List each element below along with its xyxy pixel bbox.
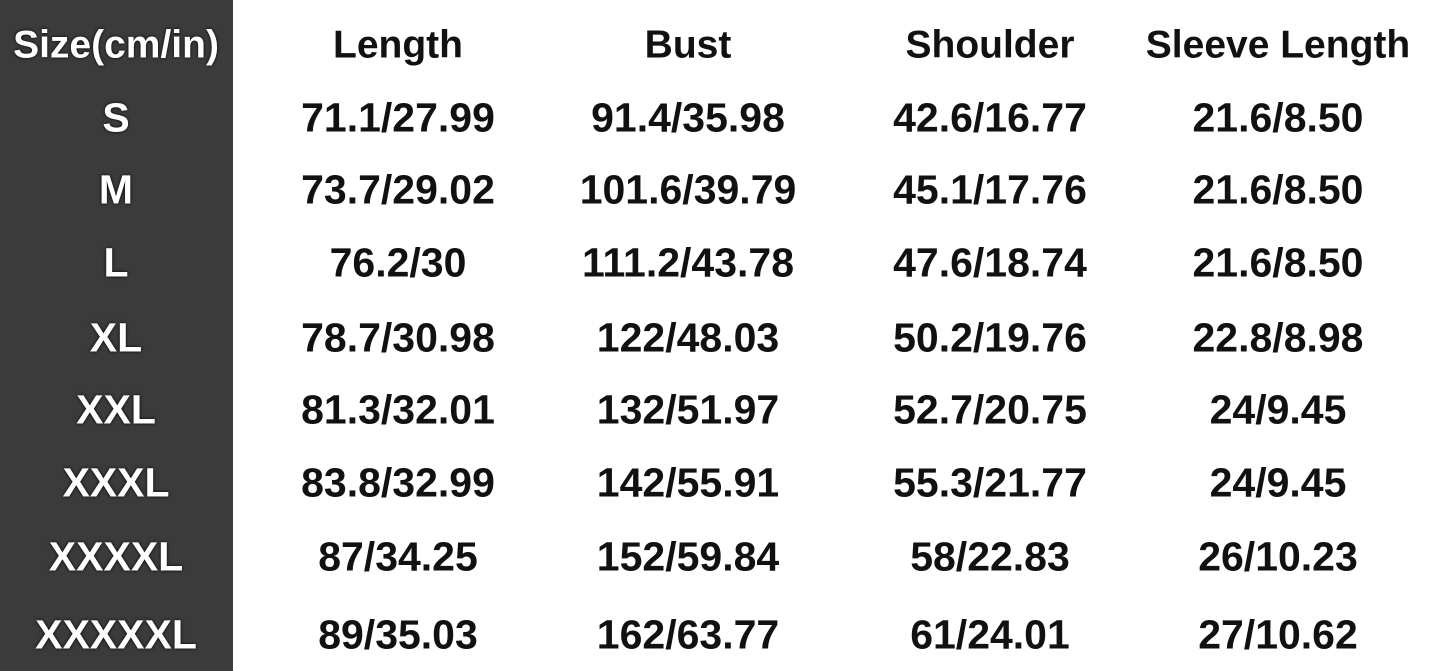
measurement-cell: 58/22.83 [910, 533, 1070, 580]
measurement-cell: 89/35.03 [318, 611, 478, 658]
measurement-cell: 122/48.03 [596, 314, 780, 361]
measurement-cell: 83.8/32.99 [301, 459, 495, 506]
measurement-cell: 91.4/35.98 [591, 94, 785, 141]
size-label: XXXXXL [35, 611, 197, 658]
measurement-cell: 76.2/30 [329, 239, 467, 286]
measurement-cell: 24/9.45 [1209, 386, 1347, 433]
measurement-cell: 87/34.25 [318, 533, 478, 580]
measurement-cell: 81.3/32.01 [301, 386, 495, 433]
measurement-cell: 21.6/8.50 [1192, 166, 1364, 213]
measurement-cell: 22.8/8.98 [1192, 314, 1364, 361]
measurement-cell: 26/10.23 [1198, 533, 1358, 580]
measurement-cell: 142/55.91 [596, 459, 780, 506]
header-cell: Sleeve Length [1145, 23, 1411, 67]
measurement-cell: 162/63.77 [596, 611, 780, 658]
measurement-cell: 45.1/17.76 [893, 166, 1087, 213]
measurement-cell: 111.2/43.78 [581, 239, 795, 286]
size-label: L [103, 239, 129, 286]
size-label: M [98, 166, 134, 213]
header-cell: Shoulder [905, 23, 1075, 67]
measurement-cell: 47.6/18.74 [893, 239, 1087, 286]
measurement-cell: 132/51.97 [596, 386, 780, 433]
measurement-cell: 21.6/8.50 [1192, 239, 1364, 286]
measurement-cell: 27/10.62 [1198, 611, 1358, 658]
size-label: XL [89, 314, 143, 361]
measurement-cell: 50.2/19.76 [893, 314, 1087, 361]
measurement-cell: 21.6/8.50 [1192, 94, 1364, 141]
measurement-cell: 24/9.45 [1209, 459, 1347, 506]
size-label: XXL [76, 386, 156, 433]
measurement-cell: 61/24.01 [910, 611, 1070, 658]
measurement-cell: 73.7/29.02 [301, 166, 495, 213]
size-label: S [102, 94, 130, 141]
size-label: XXXXL [48, 533, 184, 580]
measurement-cell: 42.6/16.77 [893, 94, 1087, 141]
measurement-cell: 152/59.84 [596, 533, 780, 580]
measurement-cell: 55.3/21.77 [893, 459, 1087, 506]
measurement-cell: 78.7/30.98 [301, 314, 495, 361]
measurement-cell: 71.1/27.99 [301, 94, 495, 141]
header-cell: Length [333, 23, 463, 67]
header-cell: Bust [644, 23, 732, 67]
size-label: XXXL [62, 459, 170, 506]
measurement-cell: 101.6/39.79 [579, 166, 797, 213]
header-cell: Size(cm/in) [13, 23, 219, 67]
measurement-cell: 52.7/20.75 [893, 386, 1087, 433]
size-column-background [0, 0, 233, 671]
